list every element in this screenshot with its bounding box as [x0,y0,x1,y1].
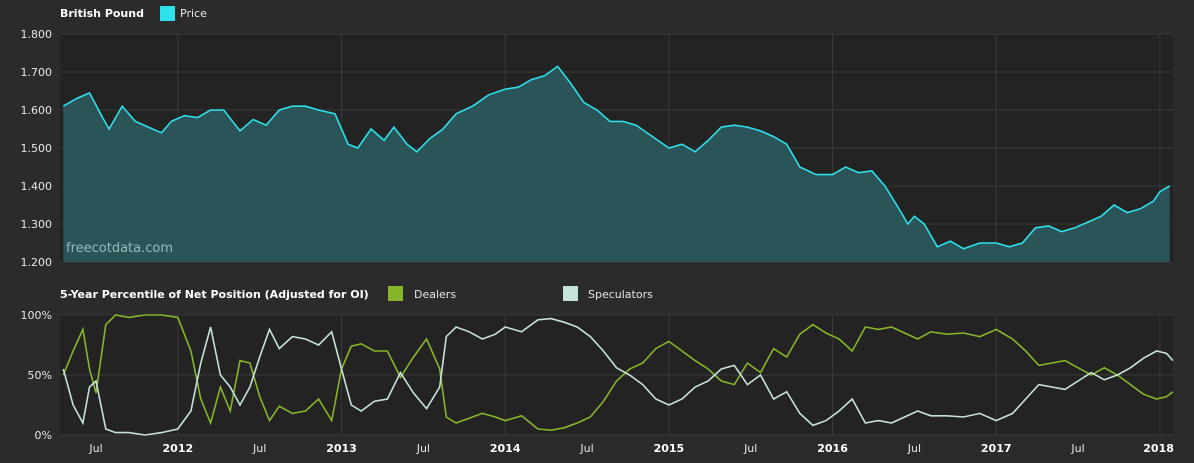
price-y-tick-label: 1.300 [21,218,53,231]
x-tick-label: 2016 [817,442,848,455]
x-tick-label: Jul [579,442,593,455]
price-y-tick-label: 1.400 [21,180,53,193]
speculators-series-line [62,317,1174,436]
price-series-line [62,65,1171,250]
x-tick-label: Jul [907,442,921,455]
price-chart-title: British Pound [60,7,144,20]
legend-speculators-swatch [563,286,578,301]
legend-price-label: Price [180,7,207,20]
price-area-fill [63,66,1170,262]
percentile-y-tick-label: 50% [28,369,52,382]
x-tick-label: 2018 [1143,442,1174,455]
x-tick-label: 2012 [163,442,194,455]
percentile-chart-title: 5-Year Percentile of Net Position (Adjus… [60,288,369,301]
x-tick-label: Jul [88,442,102,455]
percentile-y-tick-label: 0% [35,429,52,442]
x-tick-label: 2014 [490,442,521,455]
price-y-tick-label: 1.500 [21,142,53,155]
price-y-tick-label: 1.700 [21,66,53,79]
price-y-tick-label: 1.800 [21,28,53,41]
x-tick-label: Jul [252,442,266,455]
legend-dealers-label: Dealers [414,288,456,301]
x-tick-label: Jul [743,442,757,455]
x-tick-label: Jul [1070,442,1084,455]
price-y-tick-label: 1.600 [21,104,53,117]
percentile-y-tick-label: 100% [21,309,52,322]
dealers-series-line [62,314,1174,432]
legend-dealers-swatch [388,286,403,301]
watermark: freecotdata.com [66,241,173,256]
legend-speculators-label: Speculators [588,288,653,301]
x-tick-label: Jul [416,442,430,455]
price-y-tick-label: 1.200 [21,256,53,269]
x-tick-label: 2013 [326,442,357,455]
x-tick-label: 2015 [654,442,685,455]
x-tick-label: 2017 [981,442,1012,455]
legend-price-swatch [160,6,175,21]
